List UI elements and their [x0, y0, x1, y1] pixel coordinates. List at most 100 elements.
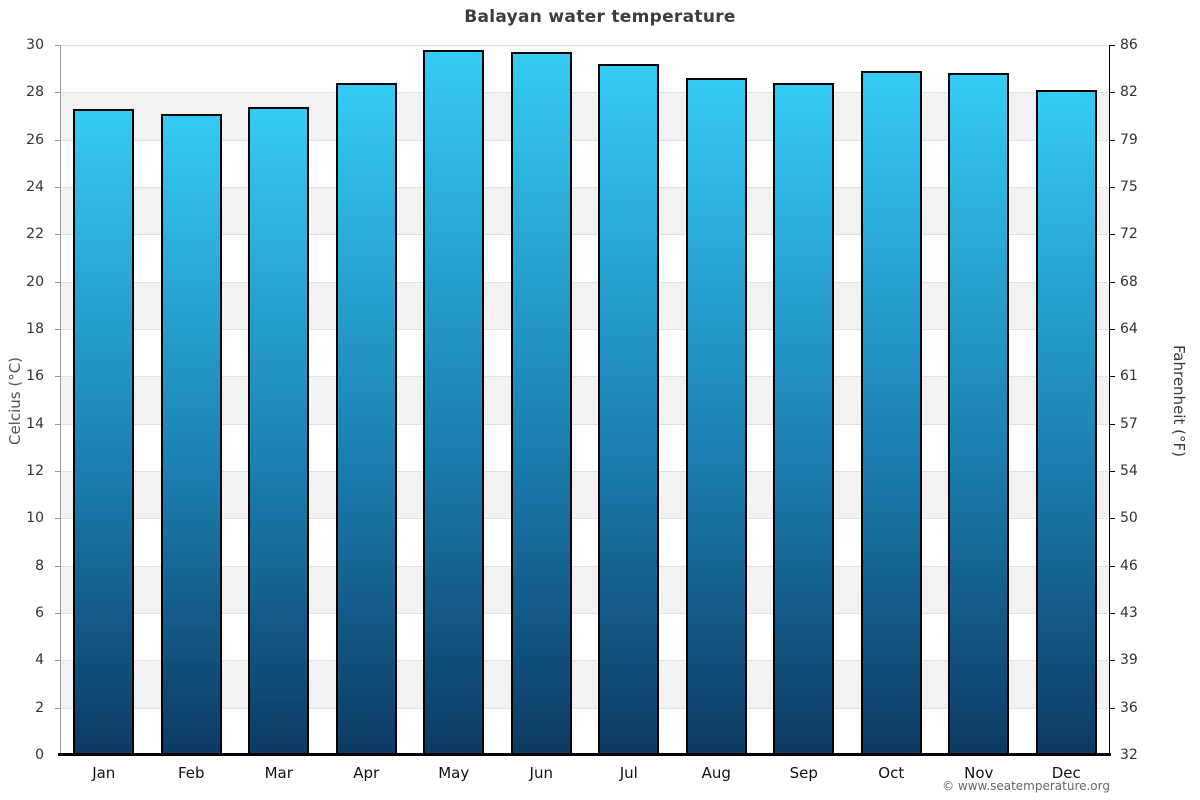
bar-jan	[73, 108, 135, 755]
bar-dec	[1035, 89, 1097, 755]
x-tick-label-dec: Dec	[1051, 764, 1081, 782]
y-tick-label-celsius: 2	[35, 699, 44, 716]
grid-band	[60, 139, 1110, 187]
y-tick-label-fahrenheit: 72	[1120, 226, 1138, 243]
tick-mark-left	[55, 329, 60, 330]
grid-band	[60, 45, 1110, 93]
y-tick-label-fahrenheit: 43	[1120, 605, 1138, 621]
y-axis-line-left	[60, 45, 61, 755]
grid-band	[60, 471, 1110, 519]
y-tick-label-fahrenheit: 64	[1120, 321, 1138, 337]
tick-mark-right	[1110, 565, 1115, 567]
x-tick-label-jun: Jun	[529, 764, 553, 782]
grid-band	[60, 329, 1110, 377]
y-tick-label-fahrenheit: 79	[1120, 131, 1138, 148]
tick-mark-right	[1110, 92, 1115, 94]
grid-band	[60, 565, 1110, 613]
bar-sep	[773, 82, 835, 755]
x-tick-label-apr: Apr	[353, 764, 380, 782]
y-tick-label-celsius: 16	[26, 368, 44, 385]
tick-mark-left	[55, 471, 60, 472]
tick-mark-right	[1110, 234, 1115, 236]
tick-mark-right	[1110, 518, 1115, 520]
gridline	[60, 565, 1110, 567]
y-tick-label-fahrenheit: 57	[1120, 415, 1138, 432]
gridline	[60, 329, 1110, 330]
gridline	[60, 92, 1110, 94]
bar-mar	[248, 106, 310, 755]
y-tick-label-fahrenheit: 39	[1120, 652, 1138, 669]
tick-mark-left	[55, 613, 60, 614]
y-tick-label-celsius: 4	[35, 652, 44, 669]
grid-band	[60, 613, 1110, 661]
x-tick-label-may: May	[438, 764, 470, 782]
x-tick-label-aug: Aug	[701, 764, 731, 782]
tick-mark-right	[1110, 187, 1115, 188]
y-tick-label-celsius: 30	[26, 37, 44, 53]
y-tick-label-fahrenheit: 50	[1120, 510, 1138, 527]
bar-oct	[860, 71, 922, 755]
gridline	[60, 234, 1110, 236]
tick-mark-left	[55, 565, 60, 567]
x-tick-label-sep: Sep	[789, 764, 818, 782]
grid-band	[60, 234, 1110, 282]
bar-nov	[948, 73, 1010, 755]
gridline	[60, 281, 1110, 283]
gridline	[60, 139, 1110, 141]
y-tick-label-celsius: 18	[26, 321, 44, 337]
gridline	[60, 613, 1110, 614]
x-axis-line	[58, 753, 1111, 756]
x-axis-labels: Jan Feb Mar Apr May Jun Jul Aug Sep Oct Nov Dec	[60, 761, 1110, 785]
tick-mark-left	[55, 45, 60, 46]
tick-mark-left	[55, 92, 60, 94]
tick-mark-left	[55, 139, 60, 141]
tick-mark-right	[1110, 376, 1115, 378]
tick-mark-right	[1110, 45, 1115, 46]
grid-band	[60, 423, 1110, 471]
y-tick-label-celsius: 24	[26, 179, 44, 195]
y-tick-label-celsius: 10	[26, 510, 44, 527]
y-axis-title-fahrenheit: Fahrenheit (°F)	[1170, 345, 1188, 457]
bar-jun	[510, 52, 572, 755]
gridline	[60, 45, 1110, 46]
x-tick-label-jan: Jan	[92, 764, 116, 782]
gridline	[60, 187, 1110, 188]
tick-mark-left	[55, 234, 60, 236]
gridline	[60, 376, 1110, 378]
x-tick-label-jul: Jul	[619, 764, 638, 782]
gridline	[60, 660, 1110, 662]
tick-mark-left	[55, 423, 60, 425]
y-tick-label-fahrenheit: 54	[1120, 463, 1138, 479]
x-tick-label-nov: Nov	[964, 764, 994, 782]
x-tick-label-oct: Oct	[878, 764, 905, 782]
y-axis-ticks-celsius: 30 28 26 24 22 20 18 16 14 12 10 8 6 4 2 0	[0, 38, 50, 762]
tick-mark-left	[55, 707, 60, 709]
chart-title: Balayan water temperature	[464, 7, 736, 27]
y-tick-label-celsius: 8	[35, 557, 44, 574]
y-tick-label-fahrenheit: 86	[1120, 37, 1138, 53]
grid-band	[60, 707, 1110, 755]
gridline	[60, 518, 1110, 520]
y-tick-label-celsius: 20	[26, 273, 44, 290]
tick-mark-left	[55, 518, 60, 520]
grid-band	[60, 92, 1110, 140]
y-tick-label-fahrenheit: 82	[1120, 84, 1138, 101]
tick-mark-right	[1110, 613, 1115, 614]
y-tick-label-fahrenheit: 46	[1120, 557, 1138, 574]
tick-mark-left	[55, 281, 60, 283]
tick-mark-right	[1110, 707, 1115, 709]
bar-feb	[160, 113, 222, 755]
x-tick-label-feb: Feb	[177, 764, 205, 782]
y-tick-label-celsius: 0	[35, 747, 44, 763]
y-axis-line-right	[1109, 45, 1110, 755]
tick-mark-right	[1110, 139, 1115, 141]
grid-band	[60, 281, 1110, 329]
y-tick-label-celsius: 28	[26, 84, 44, 101]
tick-mark-right	[1110, 329, 1115, 330]
bar-aug	[685, 78, 747, 755]
tick-mark-right	[1110, 423, 1115, 425]
tick-mark-left	[55, 660, 60, 662]
y-tick-label-celsius: 14	[26, 415, 44, 432]
tick-mark-right	[1110, 281, 1115, 283]
